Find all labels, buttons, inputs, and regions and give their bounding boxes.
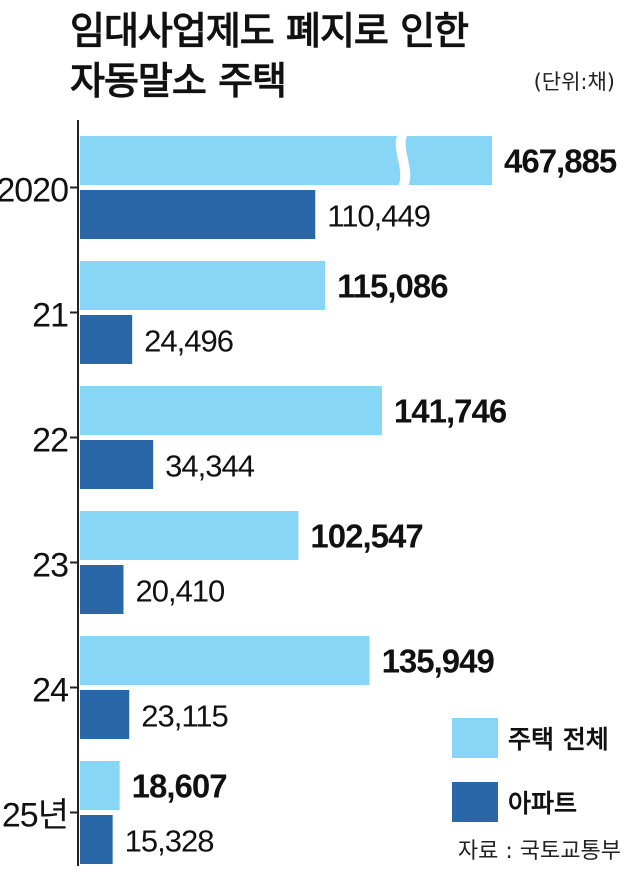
data-label: 115,086 (337, 268, 448, 305)
bar (80, 690, 130, 739)
legend-label-total: 주택 전체 (508, 725, 609, 754)
bar (80, 136, 492, 185)
source-note: 자료 : 국토교통부 (457, 839, 621, 864)
bar (80, 190, 316, 239)
title-line-2: 자동말소 주택 (70, 59, 287, 103)
bar (80, 511, 299, 560)
axis-break-mark (395, 134, 411, 187)
legend: 주택 전체 아파트 (452, 718, 609, 846)
title-line-1: 임대사업제도 폐지로 인한 (70, 9, 469, 53)
legend-item-apartment: 아파트 (452, 782, 609, 822)
data-label: 23,115 (141, 699, 228, 734)
data-label: 24,496 (144, 324, 233, 359)
bar (80, 815, 113, 864)
bar (80, 636, 370, 685)
data-label: 135,949 (382, 643, 495, 680)
legend-label-apartment: 아파트 (508, 789, 578, 818)
legend-item-total: 주택 전체 (452, 718, 609, 758)
chart-title: 임대사업제도 폐지로 인한 자동말소 주택 (70, 6, 469, 106)
bar (80, 761, 120, 810)
data-label: 18,607 (132, 768, 227, 805)
legend-swatch-total (452, 718, 498, 758)
category-label: 23 (32, 547, 68, 585)
bar (80, 261, 326, 310)
category-label: 21 (32, 297, 68, 335)
data-label: 141,746 (394, 393, 507, 430)
bar (80, 315, 133, 364)
unit-label: (단위:채) (533, 70, 615, 94)
data-label: 467,885 (504, 143, 617, 180)
category-label: 2020 (0, 172, 68, 210)
category-label: 22 (32, 422, 68, 460)
bar (80, 565, 124, 614)
data-label: 15,328 (125, 824, 214, 859)
category-label: 25년 (2, 797, 68, 835)
data-label: 102,547 (310, 518, 422, 555)
legend-swatch-apartment (452, 782, 498, 822)
bar (80, 440, 154, 489)
bar (80, 386, 382, 435)
data-label: 34,344 (165, 449, 255, 484)
category-label: 24 (32, 672, 68, 710)
data-label: 110,449 (327, 199, 430, 234)
data-label: 20,410 (135, 574, 225, 609)
